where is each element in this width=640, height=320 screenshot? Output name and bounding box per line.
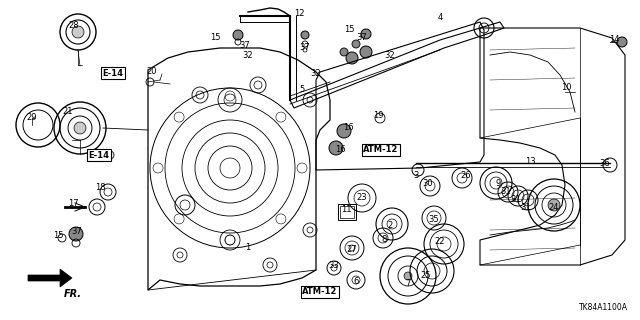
- Text: 25: 25: [420, 270, 431, 279]
- Text: 9: 9: [495, 179, 500, 188]
- Circle shape: [346, 52, 358, 64]
- Text: 1: 1: [245, 244, 251, 252]
- Circle shape: [337, 124, 351, 138]
- Text: 26: 26: [461, 172, 471, 180]
- Text: 10: 10: [561, 84, 572, 92]
- Circle shape: [69, 227, 83, 241]
- Text: 37: 37: [72, 228, 83, 236]
- Text: 15: 15: [210, 34, 220, 43]
- Text: 33: 33: [328, 261, 339, 270]
- Text: 15: 15: [344, 26, 355, 35]
- Text: 29: 29: [27, 114, 37, 123]
- Text: 12: 12: [294, 10, 304, 19]
- Text: 32: 32: [310, 69, 321, 78]
- Circle shape: [548, 199, 560, 211]
- Text: 31: 31: [521, 203, 531, 212]
- Text: 21: 21: [63, 108, 73, 116]
- Circle shape: [360, 46, 372, 58]
- Text: 31: 31: [500, 188, 511, 196]
- Text: 14: 14: [609, 36, 620, 44]
- Text: 3: 3: [413, 172, 419, 180]
- Text: 27: 27: [347, 244, 357, 253]
- Text: 22: 22: [435, 237, 445, 246]
- Text: 37: 37: [356, 34, 367, 43]
- Text: 19: 19: [372, 111, 383, 121]
- Text: 13: 13: [525, 157, 535, 166]
- Bar: [338, 204, 356, 220]
- Text: E-14: E-14: [88, 150, 109, 159]
- Text: 7: 7: [405, 279, 411, 289]
- Text: 16: 16: [335, 145, 346, 154]
- Circle shape: [329, 141, 343, 155]
- Text: 35: 35: [429, 215, 439, 225]
- Text: 37: 37: [300, 44, 310, 52]
- Text: 32: 32: [243, 52, 253, 60]
- Circle shape: [404, 272, 412, 280]
- Circle shape: [617, 37, 627, 47]
- Text: 23: 23: [356, 194, 367, 203]
- Bar: [340, 206, 354, 218]
- Text: 4: 4: [437, 13, 443, 22]
- Text: ATM-12: ATM-12: [302, 287, 338, 297]
- Text: 37: 37: [239, 41, 250, 50]
- Text: 30: 30: [422, 179, 433, 188]
- Text: FR.: FR.: [64, 289, 82, 299]
- Circle shape: [72, 26, 84, 38]
- Text: 16: 16: [342, 124, 353, 132]
- Text: 15: 15: [52, 230, 63, 239]
- Text: 36: 36: [600, 158, 611, 167]
- Text: 18: 18: [95, 183, 106, 193]
- Text: E-14: E-14: [102, 68, 124, 77]
- Text: TK84A1100A: TK84A1100A: [579, 303, 628, 312]
- Text: 17: 17: [68, 199, 78, 209]
- Polygon shape: [28, 269, 72, 287]
- Circle shape: [352, 40, 360, 48]
- Circle shape: [340, 48, 348, 56]
- Text: 31: 31: [511, 196, 522, 204]
- Text: ATM-12: ATM-12: [364, 146, 399, 155]
- Text: 20: 20: [147, 68, 157, 76]
- Circle shape: [74, 122, 86, 134]
- Text: 28: 28: [68, 21, 79, 30]
- Text: 34: 34: [102, 149, 113, 158]
- Circle shape: [233, 30, 243, 40]
- Text: 5: 5: [300, 85, 305, 94]
- Text: 32: 32: [385, 51, 396, 60]
- Text: 11: 11: [340, 204, 351, 213]
- Circle shape: [301, 31, 309, 39]
- Text: 8: 8: [381, 236, 387, 244]
- Circle shape: [361, 29, 371, 39]
- Text: 2: 2: [387, 221, 392, 230]
- Text: 6: 6: [353, 276, 358, 285]
- Text: 24: 24: [548, 203, 559, 212]
